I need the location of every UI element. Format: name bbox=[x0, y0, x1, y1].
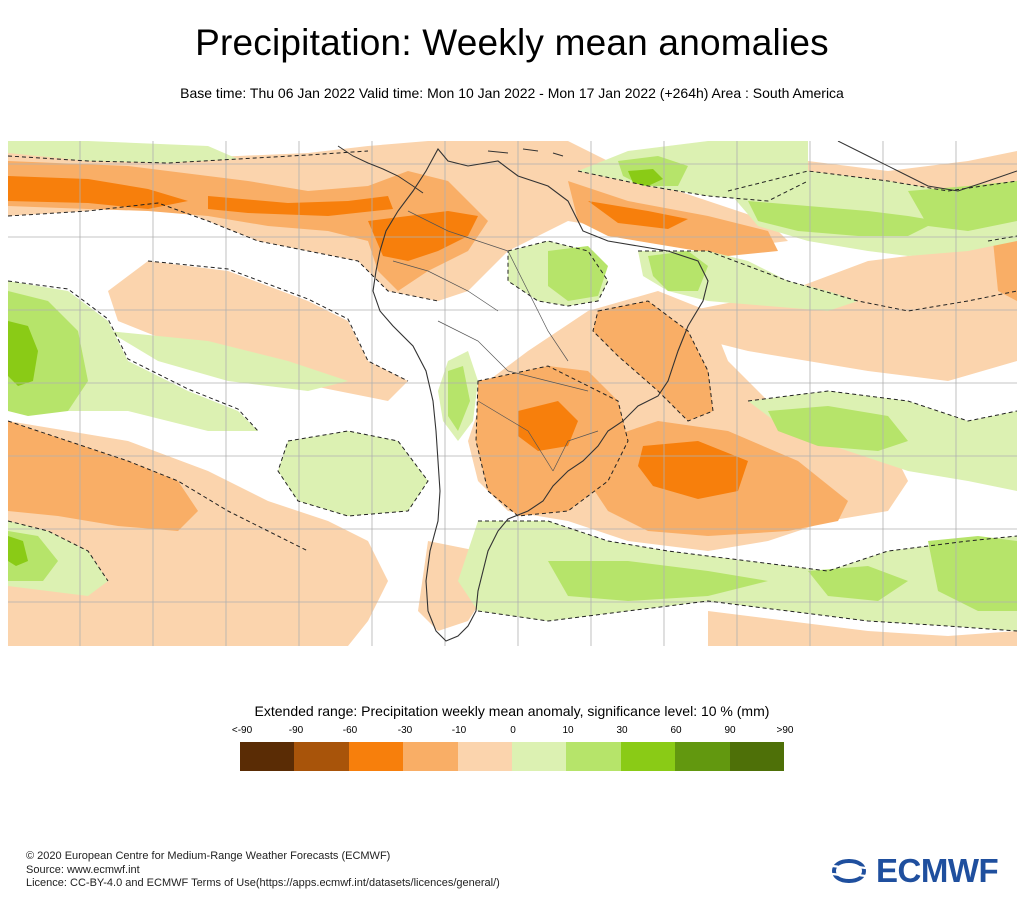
legend-swatch bbox=[729, 742, 785, 771]
legend-colorbar bbox=[240, 742, 785, 771]
legend-label: >90 bbox=[776, 725, 794, 736]
ecmwf-logo-text: ECMWF bbox=[876, 852, 999, 889]
positive-mid-regions bbox=[8, 156, 1017, 611]
chart-title: Precipitation: Weekly mean anomalies bbox=[195, 22, 829, 63]
positive-strong-regions bbox=[8, 169, 663, 566]
south-america-coastline bbox=[372, 148, 709, 642]
legend-label: <-90 bbox=[231, 725, 253, 736]
anomaly-map bbox=[8, 141, 1017, 646]
north-america-fragment bbox=[837, 141, 1017, 192]
footer-source: Source: www.ecmwf.int bbox=[26, 863, 140, 876]
legend-swatch bbox=[512, 742, 567, 771]
legend-swatch bbox=[240, 742, 295, 771]
legend-swatch bbox=[348, 742, 404, 771]
caribbean-islands bbox=[487, 148, 564, 157]
legend-label: 90 bbox=[724, 725, 736, 736]
legend-label: 60 bbox=[670, 725, 682, 736]
legend-label: 10 bbox=[562, 725, 574, 736]
legend-label: -30 bbox=[397, 725, 413, 736]
footer-copyright: © 2020 European Centre for Medium-Range … bbox=[26, 850, 391, 862]
graticule bbox=[8, 141, 1017, 646]
footer-licence: Licence: CC-BY-4.0 and ECMWF Terms of Us… bbox=[26, 877, 500, 889]
ecmwf-logo[interactable]: ECMWF bbox=[828, 852, 999, 889]
legend-swatch bbox=[566, 742, 621, 771]
chart-subtitle: Base time: Thu 06 Jan 2022 Valid time: M… bbox=[180, 85, 844, 101]
legend-swatch bbox=[403, 742, 458, 771]
legend-label: 30 bbox=[616, 725, 628, 736]
significance-contours bbox=[8, 150, 1017, 632]
legend-label: -10 bbox=[451, 725, 467, 736]
ecmwf-logo-icon bbox=[828, 859, 870, 883]
central-america-coastline bbox=[337, 145, 424, 194]
country-borders bbox=[392, 210, 599, 472]
legend-swatch bbox=[294, 742, 349, 771]
legend-swatch bbox=[457, 742, 513, 771]
legend-label: -90 bbox=[288, 725, 304, 736]
legend-labels: <-90 -90 -60 -30 -10 0 10 30 60 90 >90 bbox=[230, 725, 800, 739]
legend-swatch bbox=[620, 742, 676, 771]
footer: © 2020 European Centre for Medium-Range … bbox=[26, 850, 500, 891]
legend-label: -60 bbox=[342, 725, 358, 736]
legend-label: 0 bbox=[510, 725, 516, 736]
legend-title: Extended range: Precipitation weekly mea… bbox=[254, 703, 770, 719]
legend-swatch bbox=[675, 742, 730, 771]
negative-strong-regions bbox=[8, 176, 748, 499]
